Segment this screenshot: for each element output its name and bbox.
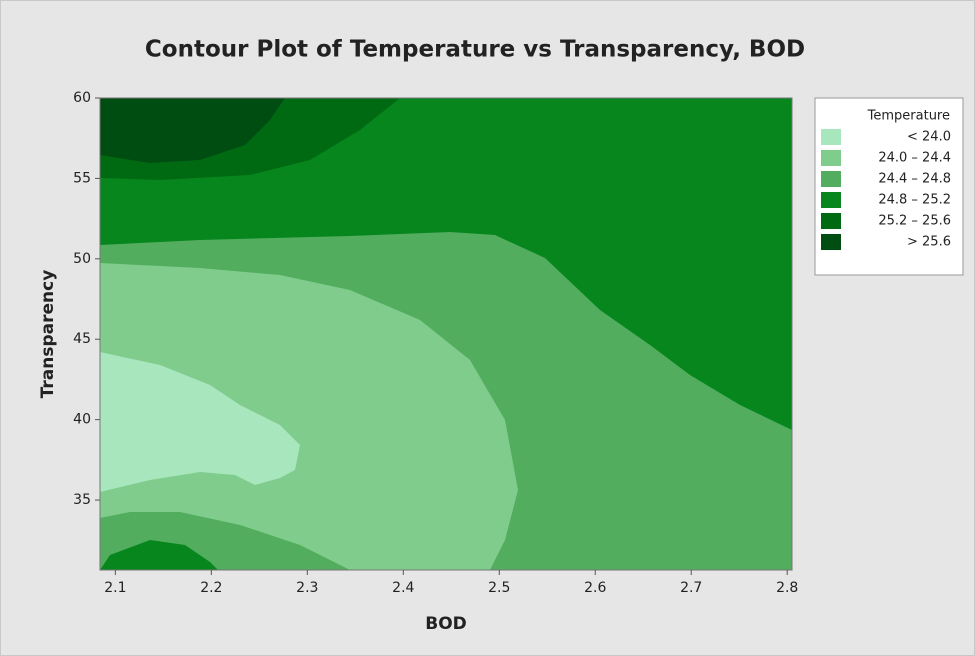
- legend-label: 25.2 – 25.6: [878, 214, 951, 229]
- legend-swatch: [821, 213, 841, 229]
- legend-label: < 24.0: [907, 130, 951, 145]
- y-tick-label: 35: [73, 492, 91, 508]
- x-tick-label: 2.7: [680, 580, 702, 596]
- legend-swatch: [821, 171, 841, 187]
- legend-swatch: [821, 129, 841, 145]
- contour-region: [100, 352, 300, 492]
- y-tick-label: 60: [73, 90, 91, 106]
- plot-frame: [99, 97, 793, 571]
- legend-swatch: [821, 192, 841, 208]
- x-tick-label: 2.2: [200, 580, 222, 596]
- y-tick-label: 50: [73, 251, 91, 267]
- x-axis-label: BOD: [425, 614, 467, 634]
- x-tick-label: 2.5: [488, 580, 510, 596]
- y-tick-label: 40: [73, 412, 91, 428]
- x-tick-label: 2.8: [776, 580, 798, 596]
- plot-area: [100, 98, 792, 570]
- legend-title: Temperature: [867, 109, 950, 124]
- contour-region: [100, 98, 285, 163]
- y-tick-label: 45: [73, 331, 91, 347]
- legend-label: 24.8 – 25.2: [878, 193, 951, 208]
- contour-region: [100, 98, 792, 430]
- legend-label: > 25.6: [907, 235, 951, 250]
- y-tick-label: 55: [73, 170, 91, 186]
- legend-swatch: [821, 234, 841, 250]
- contour-region: [100, 263, 518, 570]
- x-tick-label: 2.1: [104, 580, 126, 596]
- legend-label: 24.4 – 24.8: [878, 172, 951, 187]
- x-tick-label: 2.3: [296, 580, 318, 596]
- x-tick-label: 2.4: [392, 580, 414, 596]
- chart-title: Contour Plot of Temperature vs Transpare…: [145, 37, 805, 63]
- legend-label: 24.0 – 24.4: [878, 151, 951, 166]
- legend-swatch: [821, 150, 841, 166]
- x-tick-label: 2.6: [584, 580, 606, 596]
- y-axis-label: Transparency: [38, 270, 58, 399]
- contour-region: [100, 540, 218, 570]
